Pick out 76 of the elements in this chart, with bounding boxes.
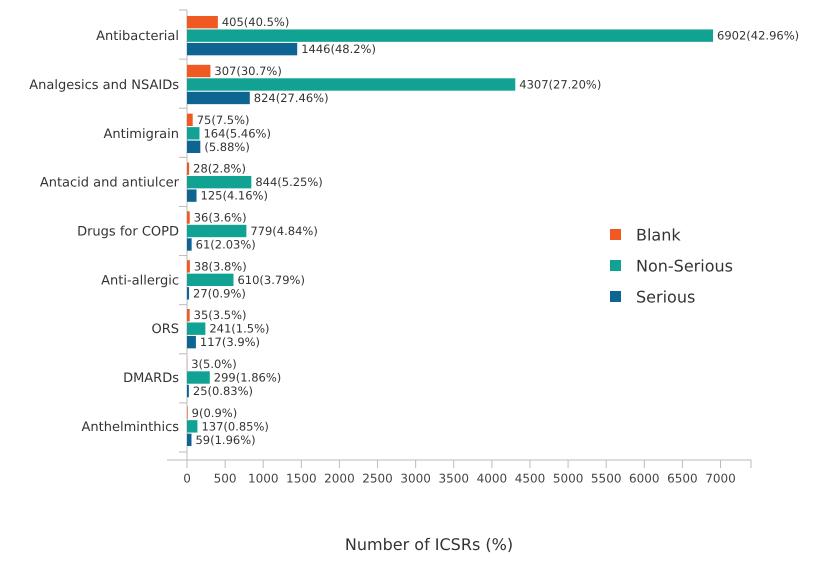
data-label: 844(5.25%) xyxy=(255,175,323,190)
bar xyxy=(187,336,196,348)
data-label: 27(0.9%) xyxy=(193,286,246,300)
data-label: 59(1.96%) xyxy=(195,432,256,447)
legend-label: Serious xyxy=(636,288,696,307)
data-label: 117(3.9%) xyxy=(200,335,260,350)
data-label: 307(30.7%) xyxy=(214,64,282,78)
x-tick-label: 6000 xyxy=(629,472,660,486)
bar xyxy=(187,29,714,42)
y-tick-label: Antibacterial xyxy=(96,29,179,44)
bar xyxy=(187,92,250,104)
bar xyxy=(187,78,516,91)
data-label: 75(7.5%) xyxy=(196,112,250,127)
bar xyxy=(187,371,210,384)
x-tick-label: 6500 xyxy=(667,472,698,486)
bar xyxy=(187,140,200,153)
y-tick-label: Antimigrain xyxy=(103,126,179,142)
data-label: 4307(27.20%) xyxy=(519,78,602,92)
bar xyxy=(187,224,246,238)
data-label: 6902(42.96%) xyxy=(717,28,800,43)
data-label: 3(5.0%) xyxy=(191,357,237,372)
x-tick-label: 1000 xyxy=(248,472,278,486)
bar xyxy=(187,64,210,78)
data-label: 125(4.16%) xyxy=(200,188,268,203)
x-tick-label: 3500 xyxy=(438,472,470,486)
data-label: 1446(48.2%) xyxy=(301,42,376,56)
x-tick-label: 4500 xyxy=(514,472,546,486)
x-tick-label: 5000 xyxy=(552,472,584,486)
data-label: 610(3.79%) xyxy=(237,272,305,287)
data-label: 25(0.83%) xyxy=(192,384,254,398)
x-tick-label: 3000 xyxy=(400,472,431,486)
x-tick-label: 2500 xyxy=(362,472,393,486)
data-label: 35(3.5%) xyxy=(194,308,246,322)
x-tick-label: 500 xyxy=(214,472,237,486)
bar xyxy=(187,260,190,273)
y-tick-label: Anti-allergic xyxy=(101,273,179,288)
x-tick-label: 1500 xyxy=(286,472,317,486)
data-label: 137(0.85%) xyxy=(201,419,269,434)
legend-label: Blank xyxy=(636,226,682,245)
data-label: 299(1.86%) xyxy=(214,370,282,385)
y-tick-label: ORS xyxy=(151,322,179,338)
data-label: 61(2.03%) xyxy=(196,238,256,252)
data-label: 241(1.5%) xyxy=(209,322,270,336)
bar xyxy=(187,42,298,56)
legend-label: Non-Serious xyxy=(636,256,733,276)
data-label: 38(3.8%) xyxy=(194,259,247,274)
bar xyxy=(187,176,252,188)
annotation: (5.88%) xyxy=(204,140,250,154)
data-label: 28(2.8%) xyxy=(193,162,246,176)
x-tick-label: 5500 xyxy=(590,472,622,486)
data-label: 824(27.46%) xyxy=(254,90,329,105)
data-label: 9(0.9%) xyxy=(192,406,238,420)
x-tick-label: 7000 xyxy=(705,472,736,486)
data-label: 164(5.46%) xyxy=(204,126,271,140)
x-tick-label: 4000 xyxy=(476,472,508,486)
bar xyxy=(187,434,192,446)
y-tick-label: DMARDs xyxy=(123,371,180,386)
bar xyxy=(187,189,197,202)
y-tick-label: Anthelminthics xyxy=(82,420,180,435)
data-label: 779(4.84%) xyxy=(250,224,318,238)
bar xyxy=(187,114,193,126)
y-tick-label: Analgesics and NSAIDs xyxy=(29,78,180,94)
bar xyxy=(187,127,200,140)
bar xyxy=(187,274,234,286)
bar xyxy=(187,322,206,335)
data-label: 405(40.5%) xyxy=(222,15,290,30)
data-label: 36(3.6%) xyxy=(194,210,247,225)
y-tick-label: Antacid and antiulcer xyxy=(40,176,180,191)
x-axis-title: Number of ICSRs (%) xyxy=(344,535,514,554)
x-tick-label: 2000 xyxy=(324,472,355,486)
bar xyxy=(187,420,198,433)
y-tick-label: Drugs for COPD xyxy=(77,224,179,240)
bar xyxy=(187,238,192,251)
x-tick-label: 0 xyxy=(183,472,191,486)
bar xyxy=(187,309,190,322)
bar xyxy=(187,16,218,28)
